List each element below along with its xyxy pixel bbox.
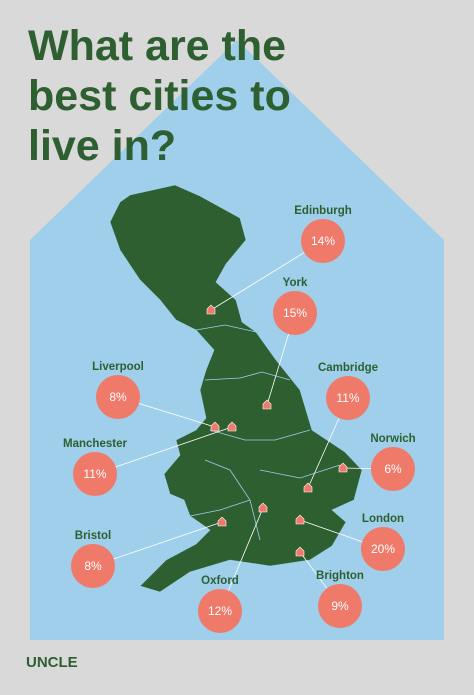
city-name: Cambridge xyxy=(318,362,378,374)
value-badge xyxy=(96,375,140,419)
city-name: London xyxy=(362,513,404,525)
city-value: 12% xyxy=(208,604,232,618)
city-marker xyxy=(258,502,268,513)
leader-line xyxy=(94,426,233,475)
city-value: 11% xyxy=(83,467,106,481)
city-value: 15% xyxy=(283,306,307,320)
city-value: 8% xyxy=(84,559,102,573)
value-badge xyxy=(326,376,370,420)
city-value: 8% xyxy=(109,390,127,404)
city-marker xyxy=(262,399,272,410)
city-value: 9% xyxy=(331,599,349,613)
value-badge xyxy=(301,219,345,263)
brand-logo: UNCLE xyxy=(26,654,78,671)
cities: Edinburgh 14% York 15% Cambridge 11% Norwich 6%… xyxy=(63,205,416,633)
city-marker xyxy=(210,421,220,432)
value-badge xyxy=(371,447,415,491)
city-name: Liverpool xyxy=(92,361,144,373)
title-line: live in? xyxy=(28,122,176,170)
city-value: 14% xyxy=(311,234,335,248)
city-marker xyxy=(227,421,237,432)
value-badge xyxy=(318,584,362,628)
title-line: What are the xyxy=(28,22,286,70)
city-marker xyxy=(206,304,216,315)
city-name: Norwich xyxy=(370,433,415,445)
city-name: Oxford xyxy=(201,575,239,587)
value-badge xyxy=(73,452,117,496)
city-marker xyxy=(295,546,305,557)
city-name: Manchester xyxy=(63,438,127,450)
city-marker xyxy=(338,462,348,473)
city-name: Edinburgh xyxy=(294,205,352,217)
map-great-britain xyxy=(109,184,363,593)
city-value: 11% xyxy=(336,391,359,405)
city-marker xyxy=(295,514,305,525)
city-name: Bristol xyxy=(75,530,111,542)
value-badge xyxy=(273,291,317,335)
value-badge xyxy=(198,589,242,633)
city-name: Brighton xyxy=(316,570,364,582)
value-badge xyxy=(361,527,405,571)
value-badge xyxy=(71,544,115,588)
title-line: best cities to xyxy=(28,72,291,120)
city-value: 20% xyxy=(371,542,395,556)
city-marker xyxy=(217,516,227,527)
city-marker xyxy=(303,482,313,493)
city-name: York xyxy=(283,277,308,289)
leader-line xyxy=(92,521,223,567)
city-value: 6% xyxy=(384,462,402,476)
